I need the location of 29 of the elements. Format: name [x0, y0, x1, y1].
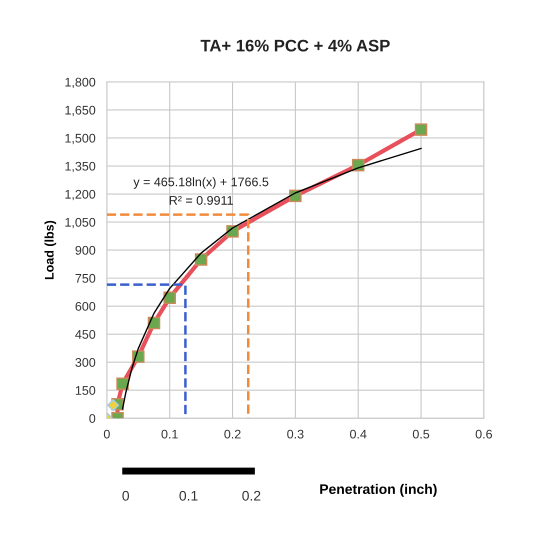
y-tick-label: 1,800: [65, 78, 96, 88]
x2-tick-label: 0.1: [179, 490, 198, 501]
y-tick-label: 1,050: [65, 218, 96, 228]
x2-tick-label: 0: [122, 490, 130, 501]
x-tick-label: 0.6: [476, 430, 492, 439]
annotation: y = 465.18ln(x) + 1766.5: [133, 177, 268, 189]
point: [107, 399, 120, 412]
y-tick-label: 900: [75, 246, 96, 255]
x-tick-label: 0.2: [224, 430, 241, 439]
x-axis-title: Penetration (inch): [320, 484, 437, 497]
y-tick-label: 0: [89, 414, 96, 423]
y-tick-label: 600: [76, 302, 96, 311]
x2-tick-label: 0.2: [242, 490, 260, 501]
annotation: R² = 0.9911: [170, 196, 233, 205]
x-tick-label: 0.1: [162, 430, 178, 439]
x-tick-label: 0: [104, 430, 110, 439]
chart-title: TA+ 16% PCC + 4% ASP: [200, 40, 390, 52]
y-tick-label: 1,350: [65, 162, 96, 172]
y-tick-label: 1,200: [65, 190, 96, 200]
x-tick-label: 0.3: [287, 430, 304, 439]
y-axis-title: Load (lbs): [44, 220, 56, 280]
y-tick-label: 300: [75, 358, 96, 367]
x-tick-label: 0.5: [412, 430, 430, 439]
y-tick-label: 150: [76, 386, 96, 395]
y-tick-label: 1,500: [65, 134, 96, 144]
y-tick-label: 450: [75, 330, 96, 339]
y-tick-label: 750: [76, 274, 96, 283]
x-tick-label: 0.4: [350, 430, 367, 439]
y-tick-label: 1,650: [65, 106, 96, 116]
